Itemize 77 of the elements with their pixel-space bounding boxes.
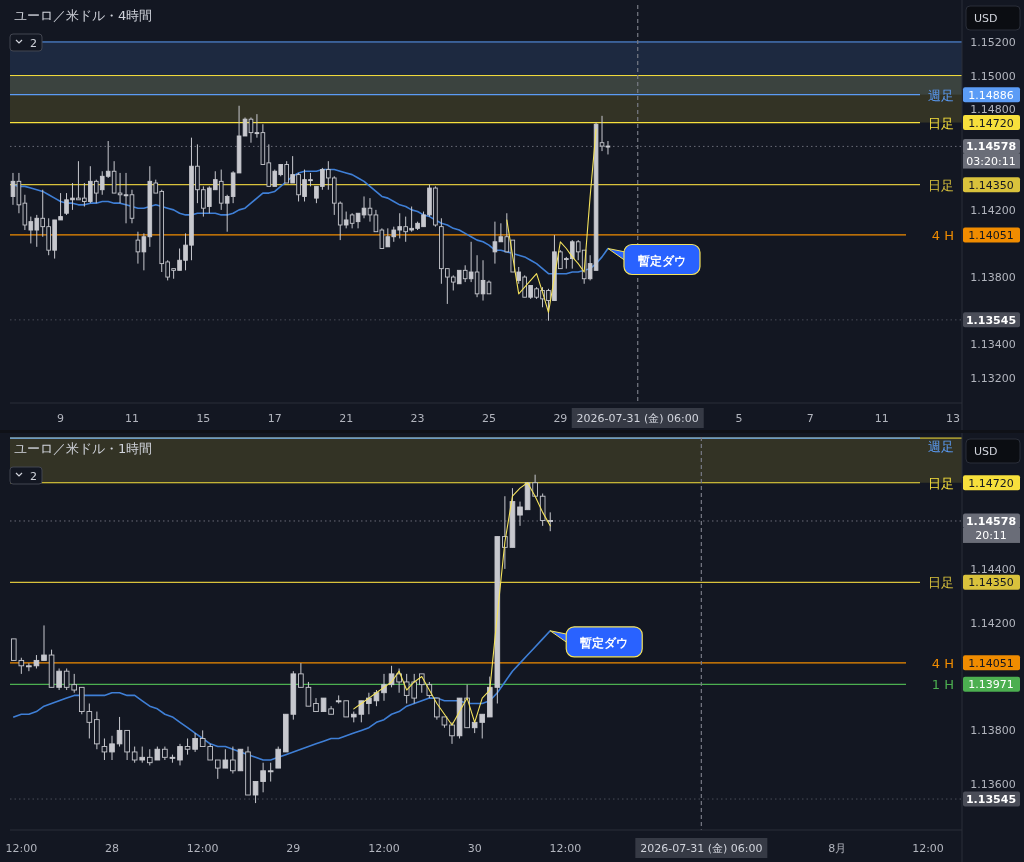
- candlestick: [177, 743, 183, 766]
- ref-line-label: 4 H: [931, 227, 954, 243]
- y-tick-label: 1.13545: [965, 313, 1017, 327]
- y-tick-label: 1.14051: [968, 656, 1014, 670]
- chart-title: ユーロ／米ドル・1時間: [14, 441, 153, 456]
- ref-line-label: 週足: [928, 439, 954, 454]
- annotation: 暫定ダウ: [580, 635, 629, 650]
- y-tick-label: 1.14200: [970, 203, 1016, 217]
- candlestick: [275, 746, 282, 769]
- picture-callout: 暫定ダウ: [549, 626, 643, 658]
- line-series: [506, 128, 597, 313]
- x-tick-label: 12:00: [186, 842, 219, 855]
- x-tick-label: 28: [105, 842, 119, 855]
- y-tick-label: 1.13545: [965, 793, 1017, 807]
- x-tick-label: 12:00: [5, 842, 38, 855]
- y-tick-label: 1.14800: [970, 103, 1016, 117]
- y-tick-label: 1.15000: [970, 69, 1016, 83]
- ref-line-label: 4 H: [931, 655, 954, 671]
- text: USD: [974, 12, 998, 25]
- candlestick: [109, 735, 115, 761]
- candlestick: [449, 721, 455, 745]
- candlestick: [101, 737, 108, 761]
- y-tick-label: 1.13800: [970, 724, 1016, 738]
- x-tick-label: 12:00: [368, 842, 400, 855]
- y-tick-label: 1.13200: [970, 371, 1016, 385]
- x-tick-label: 29: [286, 842, 301, 855]
- x-tick-label: 7: [806, 412, 814, 425]
- annotation: 2: [30, 470, 37, 483]
- x-tick-label: 21: [339, 412, 354, 425]
- y-tick-label: 1.14720: [968, 476, 1014, 490]
- y-tick-label: 1.13400: [970, 338, 1016, 352]
- y-tick-label: 1.14200: [970, 616, 1016, 630]
- text: 03:20:11: [966, 155, 1016, 169]
- chart-title: ユーロ／米ドル・4時間: [14, 8, 153, 23]
- y-tick-label: 1.13971: [968, 678, 1014, 692]
- picture-callout: 暫定ダウ: [607, 243, 701, 276]
- y-tick-label: 1.14720: [968, 116, 1014, 130]
- x-tick-label: 8月: [828, 842, 847, 855]
- x-tick-label: 9: [57, 412, 65, 425]
- y-tick-label: 1.14051: [968, 228, 1014, 242]
- x-tick-label: 2026-07-31 (金) 06:00: [640, 842, 763, 855]
- annotation: 暫定ダウ: [637, 253, 686, 268]
- x-tick-label: 25: [481, 412, 496, 425]
- x-tick-label: 12:00: [912, 842, 944, 855]
- ref-line-label: 1 H: [931, 677, 954, 693]
- y-tick-label: 1.14578: [965, 140, 1017, 154]
- x-tick-label: 11: [124, 412, 139, 425]
- text: USD: [974, 445, 998, 458]
- x-tick-label: 2026-07-31 (金) 06:00: [576, 412, 699, 425]
- x-tick-label: 11: [874, 412, 889, 425]
- y-tick-label: 1.14400: [970, 562, 1016, 576]
- y-tick-label: 1.13600: [970, 778, 1016, 792]
- ref-line-label: 週足: [928, 87, 954, 103]
- y-tick-label: 1.14350: [968, 178, 1014, 192]
- x-tick-label: 5: [735, 412, 743, 425]
- candlestick: [517, 501, 523, 527]
- candlestick: [547, 511, 554, 532]
- text: 20:11: [975, 529, 1007, 543]
- ref-line-label: 日足: [928, 115, 954, 131]
- candlestick: [267, 762, 274, 783]
- ref-line-label: 日足: [928, 177, 954, 193]
- ref-line-label: 日足: [928, 575, 954, 591]
- y-tick-label: 1.14578: [965, 514, 1017, 528]
- x-tick-label: 30: [467, 842, 482, 855]
- annotation: 2: [30, 37, 37, 50]
- y-tick-label: 1.14350: [968, 576, 1014, 590]
- ref-line-label: 日足: [928, 475, 954, 491]
- x-tick-label: 17: [267, 412, 282, 425]
- x-tick-label: 15: [196, 412, 211, 425]
- y-tick-label: 1.13800: [970, 271, 1016, 285]
- x-tick-label: 13: [946, 412, 961, 425]
- x-tick-label: 23: [410, 412, 425, 425]
- y-tick-label: 1.15200: [970, 35, 1016, 49]
- y-tick-label: 1.14886: [968, 88, 1014, 102]
- candlestick: [41, 624, 47, 661]
- x-tick-label: 12:00: [549, 842, 582, 855]
- x-tick-label: 29: [553, 412, 568, 425]
